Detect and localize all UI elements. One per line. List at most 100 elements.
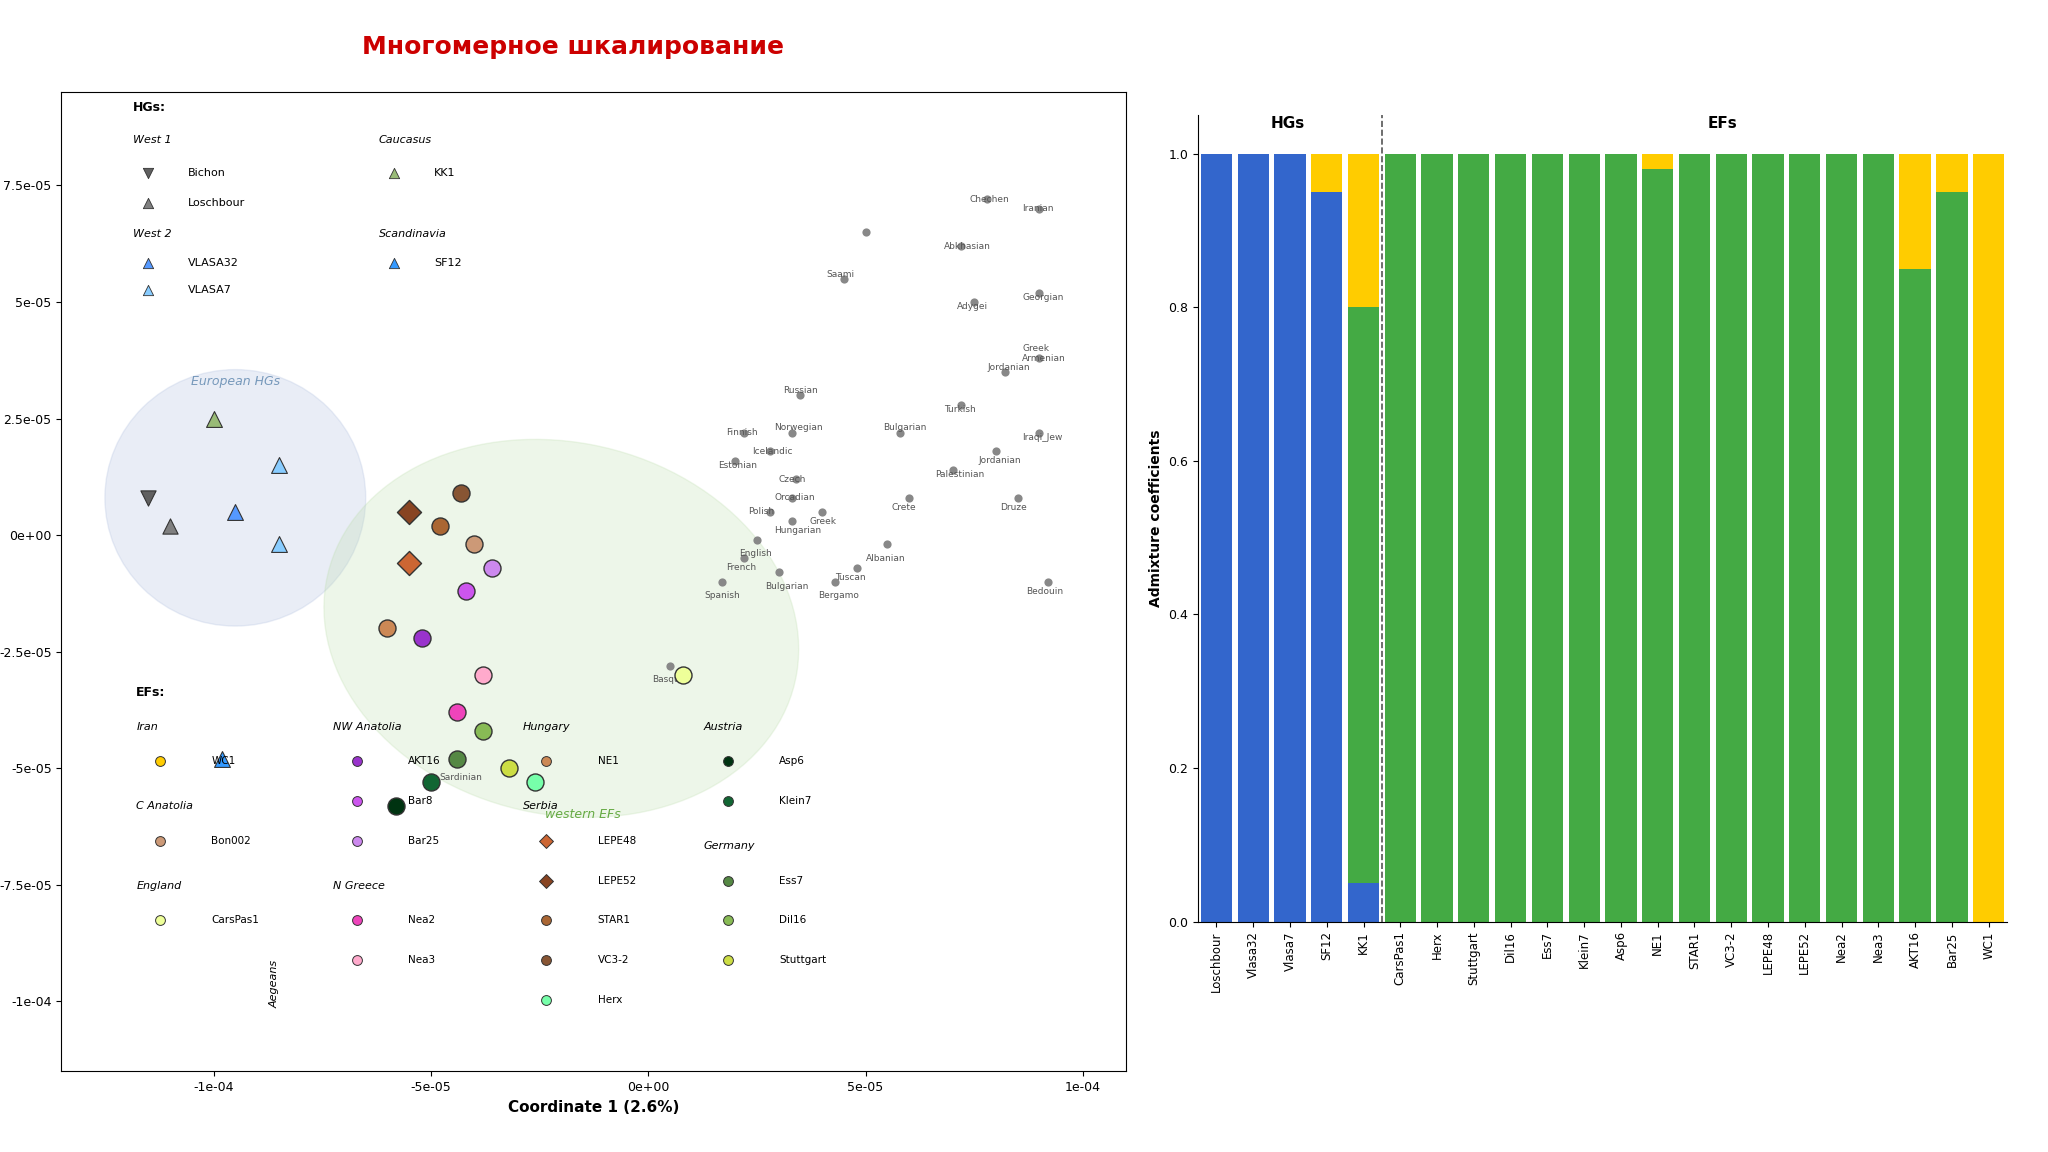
Text: Czech: Czech <box>778 475 807 484</box>
Bar <box>1421 153 1452 922</box>
Point <box>131 194 164 212</box>
Text: Tuscan: Tuscan <box>836 573 866 582</box>
Text: Hungarian: Hungarian <box>774 526 821 535</box>
Point <box>719 452 752 470</box>
Bar <box>1458 153 1489 922</box>
Text: Greek: Greek <box>809 516 836 525</box>
Bar <box>1898 153 1931 268</box>
Text: Austria: Austria <box>705 721 743 732</box>
Text: Loschbour: Loschbour <box>188 198 246 209</box>
Text: Orcadian: Orcadian <box>774 493 815 502</box>
Text: WC1: WC1 <box>211 757 236 766</box>
Bar <box>1716 153 1747 922</box>
Text: Adygei: Adygei <box>956 302 987 311</box>
Text: Scandinavia: Scandinavia <box>379 228 446 238</box>
Text: LEPE52: LEPE52 <box>598 876 635 886</box>
Y-axis label: Admixture coefficients: Admixture coefficients <box>1149 430 1163 607</box>
Point <box>393 502 426 521</box>
Point <box>754 442 786 461</box>
Point <box>393 554 426 573</box>
Text: western EFs: western EFs <box>545 809 621 821</box>
Text: SF12: SF12 <box>434 258 461 267</box>
Text: Crete: Crete <box>891 502 915 511</box>
Point <box>131 488 164 507</box>
Text: Icelandic: Icelandic <box>752 447 793 456</box>
Point <box>944 237 977 256</box>
Bar <box>1532 153 1563 922</box>
Text: Germany: Germany <box>705 841 756 851</box>
Text: Iranian: Iranian <box>1022 204 1053 213</box>
Point <box>707 573 739 591</box>
Text: European HGs: European HGs <box>190 374 281 388</box>
Text: Jordanian: Jordanian <box>979 456 1022 465</box>
Bar <box>1642 153 1673 169</box>
Point <box>340 752 373 771</box>
Point <box>784 386 817 404</box>
Text: EFs:: EFs: <box>137 685 166 699</box>
Text: AKT16: AKT16 <box>408 757 440 766</box>
Point <box>440 703 473 721</box>
Point <box>893 488 926 507</box>
Point <box>379 796 412 814</box>
Point <box>1032 573 1065 591</box>
Point <box>414 773 446 791</box>
Text: Dil16: Dil16 <box>778 916 807 925</box>
Point <box>207 750 240 768</box>
Text: Serbia: Serbia <box>522 801 559 811</box>
Point <box>776 423 809 441</box>
Point <box>340 832 373 850</box>
Text: Iraqi_Jew: Iraqi_Jew <box>1022 433 1063 441</box>
Point <box>262 456 295 475</box>
Point <box>668 666 700 684</box>
Point <box>377 164 410 182</box>
Text: Finnish: Finnish <box>727 429 758 437</box>
Point <box>776 511 809 530</box>
Text: NW Anatolia: NW Anatolia <box>334 721 401 732</box>
Bar <box>1753 153 1784 922</box>
Text: Bichon: Bichon <box>188 168 225 179</box>
Ellipse shape <box>104 370 367 626</box>
Point <box>197 409 229 427</box>
Text: Ess7: Ess7 <box>778 876 803 886</box>
Point <box>780 470 813 488</box>
Point <box>424 516 457 535</box>
Point <box>467 666 500 684</box>
Point <box>436 750 469 768</box>
Point <box>459 536 492 554</box>
Point <box>371 619 403 637</box>
Point <box>711 911 743 930</box>
Text: England: England <box>137 880 182 890</box>
Text: Greek
Armenian: Greek Armenian <box>1022 343 1065 363</box>
Text: Bedouin: Bedouin <box>1026 586 1063 596</box>
Bar <box>1274 153 1307 922</box>
Bar <box>1311 192 1341 922</box>
Text: VLASA7: VLASA7 <box>188 286 231 295</box>
Text: Stuttgart: Stuttgart <box>778 955 825 965</box>
Point <box>711 871 743 889</box>
Point <box>530 950 563 969</box>
Point <box>143 911 176 930</box>
Point <box>885 423 918 441</box>
Text: Estonian: Estonian <box>717 461 758 470</box>
Bar <box>1827 153 1858 922</box>
Point <box>530 911 563 930</box>
Text: STAR1: STAR1 <box>598 916 631 925</box>
Point <box>530 991 563 1009</box>
Point <box>989 363 1022 381</box>
Point <box>444 484 477 502</box>
Text: Chechen: Chechen <box>971 195 1010 204</box>
Text: Bon002: Bon002 <box>211 836 252 846</box>
Point <box>1024 349 1057 367</box>
Point <box>827 270 860 288</box>
Point <box>340 950 373 969</box>
Text: Albanian: Albanian <box>866 554 905 563</box>
Bar <box>1642 169 1673 922</box>
Point <box>340 791 373 810</box>
Point <box>467 722 500 741</box>
Point <box>1024 199 1057 218</box>
Bar <box>1200 153 1233 922</box>
Bar <box>1348 884 1378 922</box>
Text: HGs: HGs <box>1272 115 1305 130</box>
Text: Asp6: Asp6 <box>778 757 805 766</box>
Text: NE1: NE1 <box>598 757 618 766</box>
